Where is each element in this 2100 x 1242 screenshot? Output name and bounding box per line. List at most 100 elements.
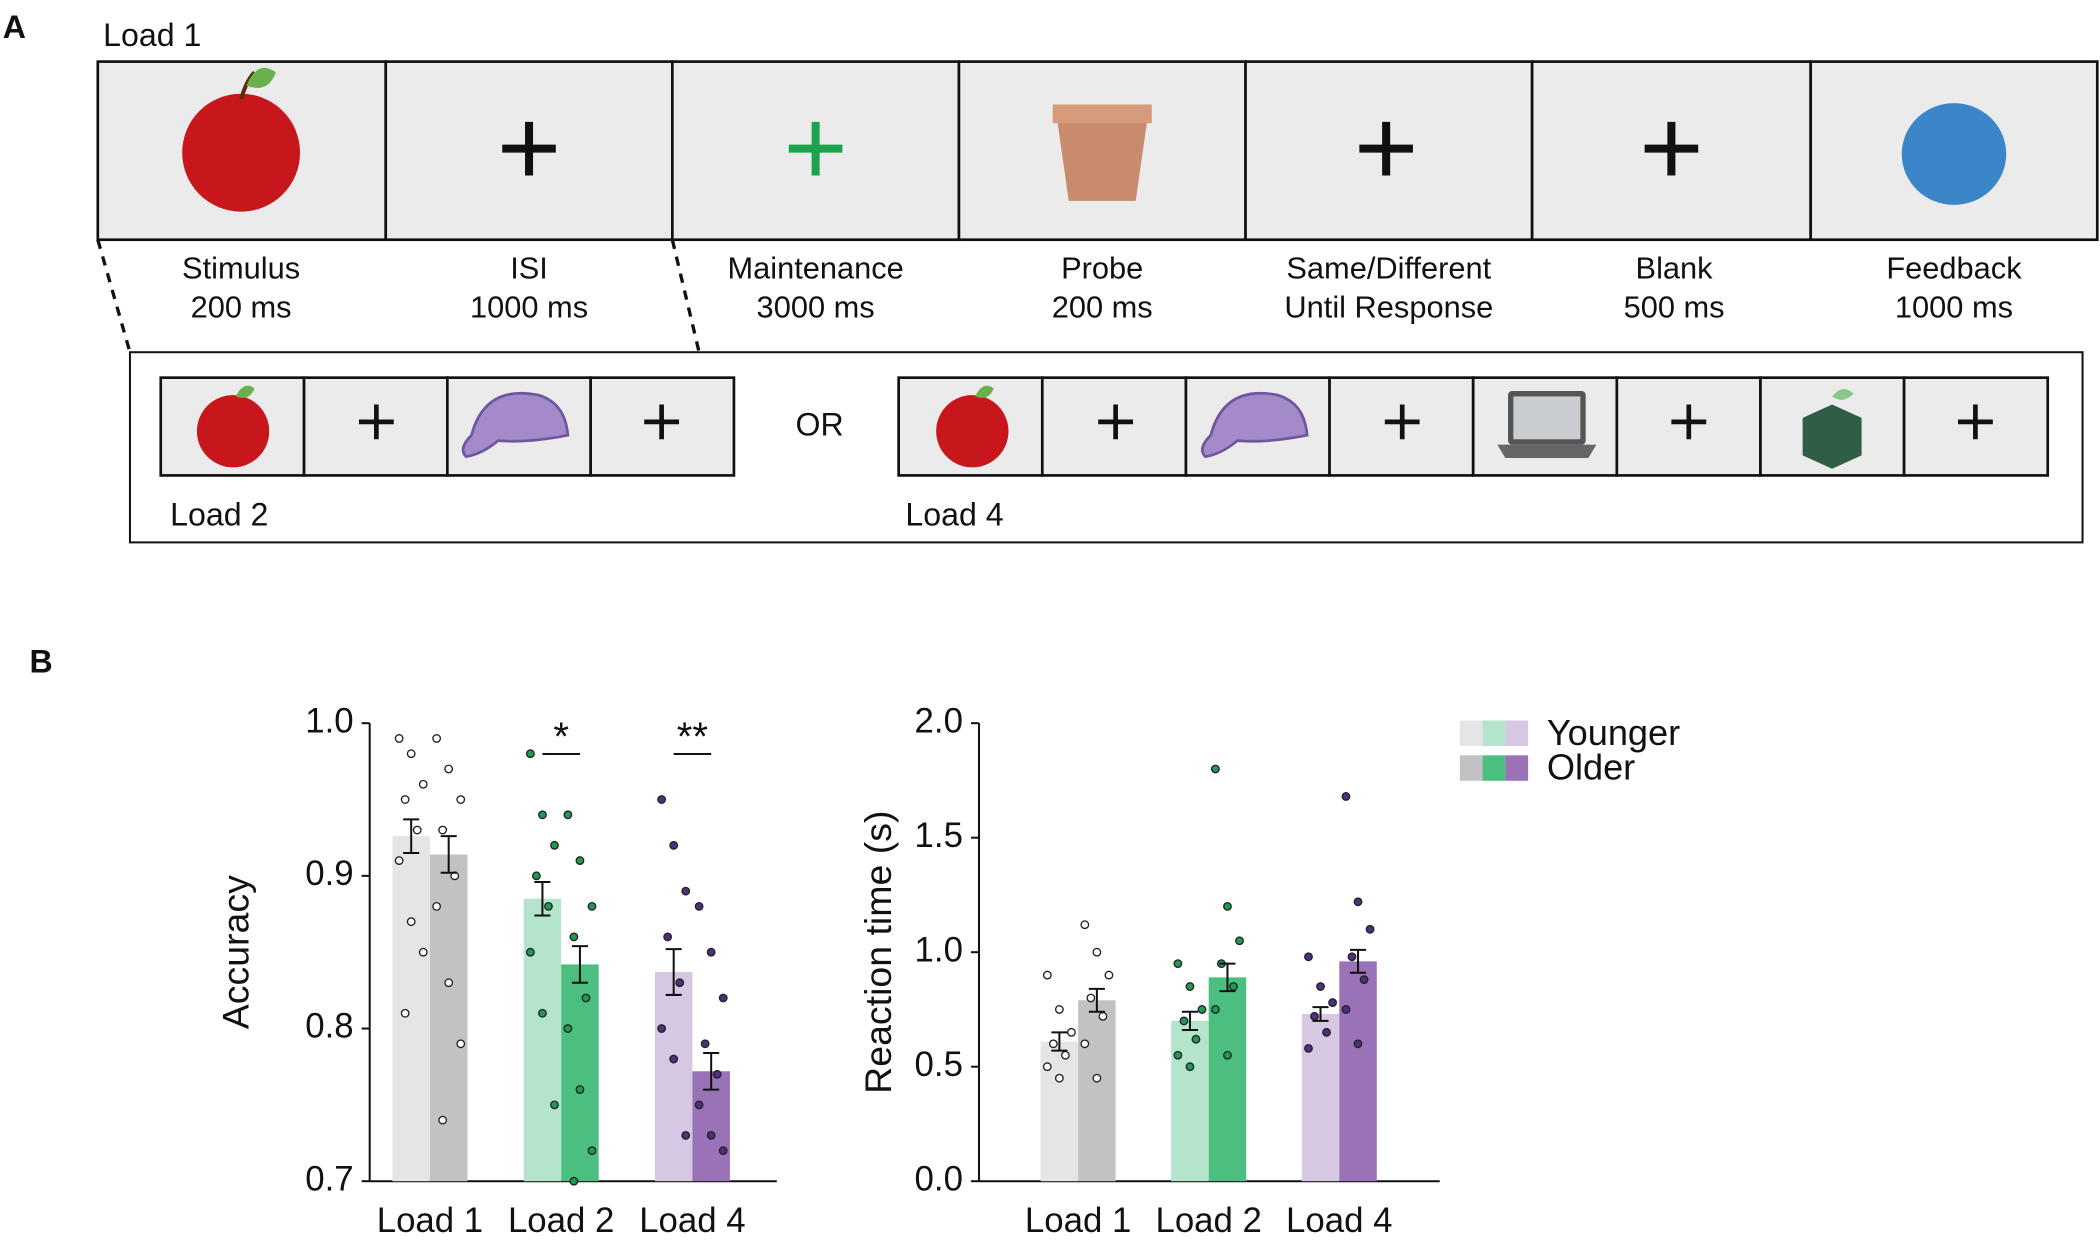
data-point — [1054, 1073, 1064, 1083]
legend-swatch — [1482, 755, 1506, 781]
step-name: Blank — [1636, 251, 1714, 286]
x-tick-label: Load 4 — [1286, 1201, 1392, 1240]
data-point — [694, 1100, 704, 1110]
error-bar — [1181, 1010, 1198, 1032]
step-duration: 1000 ms — [470, 290, 588, 325]
legend-swatch — [1505, 720, 1529, 746]
y-axis-title: Accuracy — [214, 875, 256, 1029]
data-point — [587, 901, 597, 911]
data-point — [1092, 947, 1102, 957]
data-point — [718, 1146, 728, 1156]
data-point — [681, 1130, 691, 1140]
data-point — [550, 1100, 559, 1110]
data-point — [1179, 1016, 1189, 1026]
error-bar — [403, 818, 420, 854]
data-point — [657, 1024, 667, 1033]
x-tick-label: Load 1 — [377, 1201, 483, 1240]
legend-label: Older — [1547, 747, 1635, 788]
data-point — [1048, 1039, 1058, 1049]
step-name: Stimulus — [182, 251, 300, 286]
data-point — [525, 749, 535, 759]
x-tick-label: Load 4 — [639, 1201, 745, 1240]
bar — [1078, 1000, 1116, 1182]
y-tick-label: 1.0 — [305, 701, 353, 740]
data-point — [1210, 764, 1220, 774]
data-point — [1185, 1062, 1195, 1072]
x-tick-label: Load 2 — [1155, 1201, 1261, 1240]
load-strips — [159, 376, 2050, 477]
load-label: Load 4 — [905, 496, 1003, 532]
data-point — [581, 993, 591, 1003]
legend-label: Younger — [1547, 712, 1680, 753]
step-duration: 200 ms — [191, 290, 292, 325]
data-point — [438, 1115, 448, 1125]
data-point — [1310, 1011, 1319, 1021]
error-bar — [1088, 987, 1105, 1013]
data-point — [1353, 1039, 1363, 1049]
data-point — [400, 795, 410, 804]
or-label: OR — [796, 407, 844, 443]
data-point — [538, 1008, 547, 1018]
data-point — [1229, 982, 1238, 991]
y-tick-label: 0.8 — [305, 1007, 353, 1046]
data-point — [569, 1176, 579, 1186]
bar — [561, 964, 599, 1182]
data-point — [1054, 1005, 1064, 1014]
data-point — [563, 1024, 573, 1033]
step-duration: 500 ms — [1624, 290, 1725, 325]
data-point — [575, 1085, 585, 1095]
error-bar — [1312, 1006, 1329, 1022]
data-point — [394, 734, 404, 743]
legend-swatch — [1482, 720, 1506, 746]
data-point — [394, 856, 404, 866]
step-duration: Until Response — [1284, 290, 1493, 325]
y-tick-label: 1.0 — [915, 930, 963, 969]
step-name: Feedback — [1886, 251, 2022, 286]
error-bar — [440, 835, 457, 874]
error-bar — [703, 1051, 720, 1091]
data-point — [1042, 970, 1052, 980]
data-point — [663, 932, 673, 942]
y-axis-title: Reaction time (s) — [857, 811, 899, 1094]
data-point — [1185, 982, 1195, 991]
data-point — [563, 810, 573, 820]
data-point — [444, 764, 454, 774]
x-tick-label: Load 2 — [508, 1201, 614, 1240]
y-tick-label: 0.7 — [305, 1159, 353, 1198]
bar — [654, 972, 693, 1182]
error-bar — [1051, 1031, 1068, 1052]
y-tick-label: 2.0 — [915, 701, 963, 740]
y-tick-label: 1.5 — [915, 816, 963, 855]
data-point — [1173, 959, 1183, 969]
load-label: Load 2 — [170, 496, 268, 532]
data-point — [406, 917, 416, 927]
data-point — [456, 1039, 466, 1049]
data-point — [1173, 1050, 1183, 1060]
data-point — [1197, 1005, 1207, 1014]
data-point — [1104, 970, 1114, 980]
data-point — [1092, 1073, 1102, 1083]
data-point — [1328, 998, 1337, 1007]
step-name: Maintenance — [727, 251, 903, 286]
error-bar — [1219, 962, 1236, 993]
data-point — [525, 947, 535, 957]
data-point — [432, 901, 442, 911]
data-point — [1223, 901, 1232, 911]
data-point — [1341, 792, 1351, 801]
data-point — [438, 825, 448, 835]
data-point — [1080, 920, 1090, 930]
legend-swatch — [1505, 755, 1529, 781]
data-point — [400, 1008, 410, 1018]
data-point — [1191, 1034, 1201, 1044]
data-point — [575, 856, 585, 866]
bar — [1339, 961, 1377, 1182]
data-point — [569, 932, 579, 942]
bar — [523, 898, 562, 1182]
data-point — [544, 901, 553, 911]
data-point — [1316, 982, 1325, 991]
data-point — [1086, 993, 1096, 1003]
data-point — [657, 795, 667, 804]
step-name: Same/Different — [1286, 251, 1491, 286]
data-point — [1080, 1039, 1090, 1049]
data-point — [550, 840, 559, 850]
